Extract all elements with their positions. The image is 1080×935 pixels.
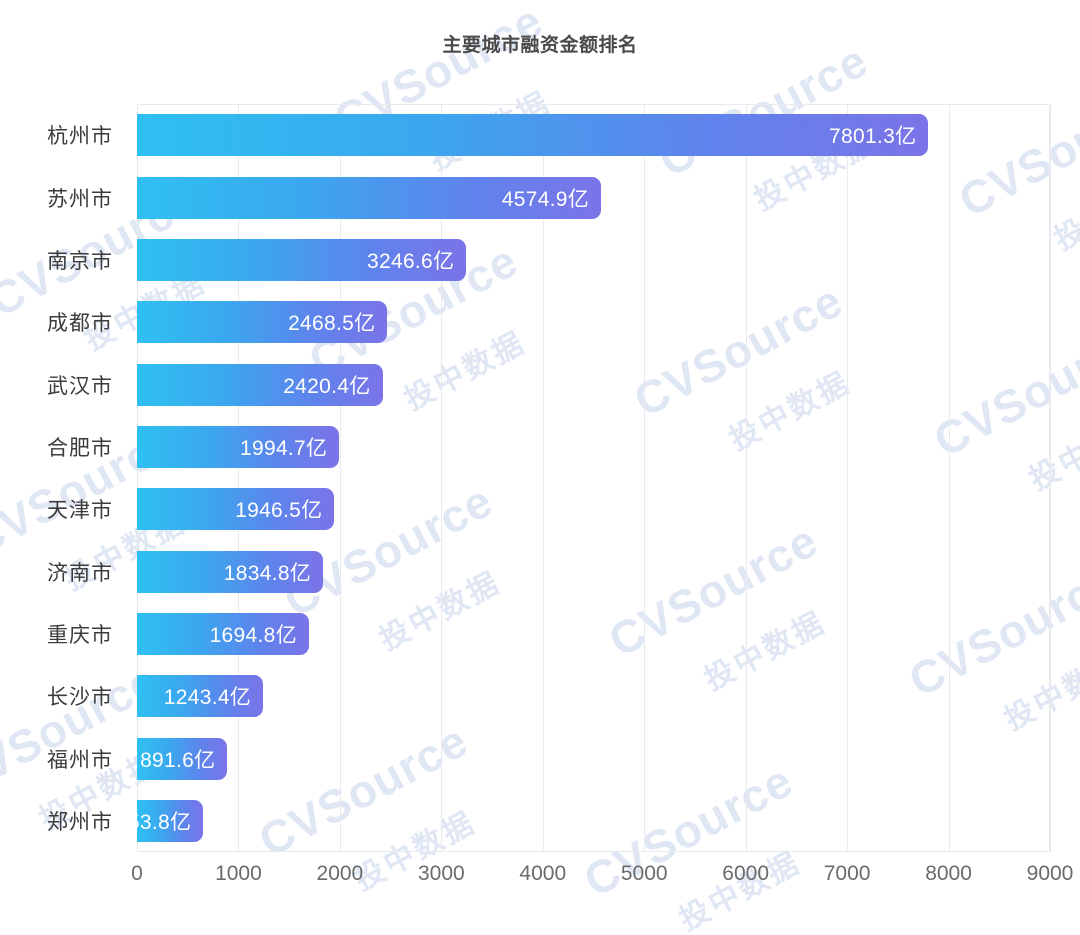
bars-layer: 7801.3亿 4574.9亿 3246.6亿 2468.5亿 2420.4亿 1994.… (116, 104, 1050, 852)
bar-row[interactable]: 1834.8亿 (137, 550, 324, 593)
bar[interactable]: 2468.5亿 (137, 301, 388, 344)
bar-value-label: 4574.9亿 (501, 187, 590, 211)
bar[interactable]: 7801.3亿 (137, 114, 929, 157)
y-axis-label: 天津市 (47, 499, 113, 523)
bar[interactable]: 1946.5亿 (137, 488, 335, 531)
chart-title: 主要城市融资金额排名 (442, 35, 638, 56)
y-axis-label: 杭州市 (47, 125, 113, 149)
y-axis-label: 郑州市 (47, 810, 113, 834)
y-axis-label: 长沙市 (47, 686, 113, 710)
bar-row[interactable]: 1694.8亿 (137, 612, 309, 655)
gridline (745, 104, 747, 852)
y-axis-labels: 杭州市苏州市南京市成都市武汉市合肥市天津市济南市重庆市长沙市福州市郑州市 (0, 104, 125, 852)
bar-row[interactable]: 7801.3亿 (137, 114, 929, 157)
bar-value-label: 1994.7亿 (240, 436, 328, 460)
bar[interactable]: 1243.4亿 (137, 675, 264, 718)
x-axis-tick-label: 6000 (722, 862, 770, 885)
bar-value-label: 1946.5亿 (235, 499, 323, 523)
bar-value-label: 7801.3亿 (829, 125, 917, 149)
bar[interactable]: 891.6亿 (137, 737, 228, 780)
bar-value-label: 1243.4亿 (163, 686, 252, 710)
y-axis-label: 成都市 (47, 312, 113, 336)
x-axis-tick-label: 1000 (215, 862, 262, 885)
y-axis-label: 福州市 (47, 748, 113, 772)
gridline (542, 104, 544, 852)
bar-row[interactable]: 1994.7亿 (137, 425, 340, 468)
bar[interactable]: 1834.8亿 (137, 550, 324, 593)
bar-value-label: 1694.8亿 (209, 623, 297, 647)
bar[interactable]: 4574.9亿 (137, 176, 602, 219)
bar[interactable]: 1694.8亿 (137, 612, 309, 655)
bar-value-label: 891.6亿 (140, 748, 216, 772)
gridline (644, 104, 646, 852)
y-axis-label: 合肥市 (47, 436, 113, 460)
bar[interactable]: 3246.6亿 (137, 238, 467, 281)
gridline (948, 104, 950, 852)
bar-value-label: 2420.4亿 (283, 374, 371, 398)
bar-row[interactable]: 4574.9亿 (137, 176, 602, 219)
x-axis-tick-label: 3000 (417, 862, 465, 885)
gridline (238, 104, 240, 852)
x-axis-tick-label: 0 (131, 862, 143, 885)
gridline (847, 104, 849, 852)
x-axis-tick-label: 5000 (620, 862, 668, 885)
gridline (1050, 104, 1051, 852)
bar-value-label: 653.8亿 (115, 810, 192, 834)
bar[interactable]: 653.8亿 (116, 799, 204, 842)
y-axis-label: 南京市 (47, 249, 113, 273)
y-axis-label: 重庆市 (47, 623, 113, 647)
y-axis-label: 济南市 (47, 561, 113, 585)
bar-row[interactable]: 3246.6亿 (137, 238, 467, 281)
bar-row[interactable]: 2468.5亿 (137, 301, 388, 344)
x-axis-tick-label: 4000 (519, 862, 567, 885)
bar[interactable]: 1994.7亿 (137, 425, 340, 468)
bar-value-label: 1834.8亿 (223, 561, 312, 585)
x-axis-tick-label: 2000 (316, 862, 364, 885)
bar[interactable]: 2420.4亿 (137, 363, 383, 406)
bar-row[interactable]: 653.8亿 (116, 799, 204, 842)
y-axis-label: 苏州市 (47, 187, 113, 211)
x-axis-tick-label: 8000 (925, 862, 972, 885)
x-axis-tick-label: 7000 (823, 862, 871, 885)
gridline (441, 104, 443, 852)
bar-row[interactable]: 1243.4亿 (137, 675, 264, 718)
bar-row[interactable]: 1946.5亿 (137, 488, 335, 531)
gridline (339, 104, 341, 852)
bar-value-label: 3246.6亿 (367, 249, 455, 273)
bar-row[interactable]: 891.6亿 (137, 737, 228, 780)
bar-value-label: 2468.5亿 (288, 312, 376, 336)
y-axis-label: 武汉市 (47, 374, 113, 398)
x-axis-tick-label: 9000 (1026, 862, 1074, 885)
x-axis-labels: 0 1000 2000 3000 4000 5000 6000 7000 8000 9000 (131, 862, 1073, 902)
bar-row[interactable]: 2420.4亿 (137, 363, 383, 406)
